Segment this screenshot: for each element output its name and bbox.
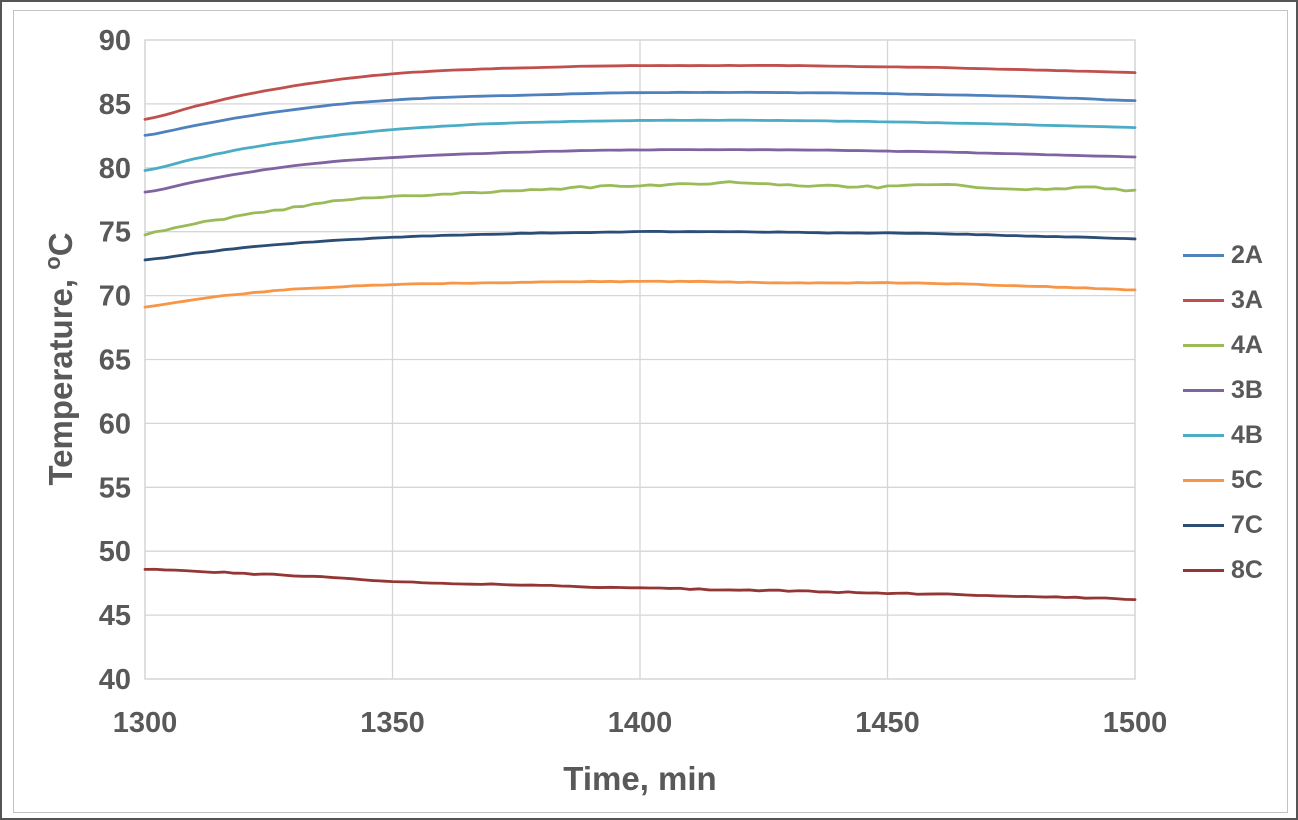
legend-label: 4B: [1231, 421, 1263, 449]
y-tick-label: 50: [99, 536, 131, 568]
legend: 2A 3A 4A 3B 4B 5C 7C 8C: [1183, 243, 1263, 583]
legend-line-swatch: [1183, 479, 1224, 482]
legend-item-3A: 3A: [1183, 288, 1263, 313]
series-line-8C: [143, 567, 1137, 602]
y-tick-label: 45: [99, 600, 131, 632]
legend-line-swatch: [1183, 299, 1224, 302]
series-line-7C: [143, 230, 1137, 262]
series-line-3A: [143, 64, 1137, 121]
x-tick-label: 1400: [608, 707, 673, 739]
y-tick-label: 75: [99, 217, 131, 249]
y-tick-label: 60: [99, 408, 131, 440]
x-tick-label: 1300: [113, 707, 178, 739]
legend-line-swatch: [1183, 389, 1224, 392]
legend-item-4A: 4A: [1183, 333, 1263, 358]
x-tick-label: 1450: [855, 707, 920, 739]
series-line-4A: [143, 180, 1137, 237]
series-line-4B: [143, 118, 1137, 172]
y-axis-title: Temperature, oC: [40, 232, 79, 486]
legend-item-7C: 7C: [1183, 513, 1263, 538]
y-tick-label: 85: [99, 89, 131, 121]
x-tick-label: 1500: [1103, 707, 1168, 739]
x-axis-title: Time, min: [563, 760, 717, 797]
legend-item-8C: 8C: [1183, 558, 1263, 583]
legend-label: 5C: [1231, 466, 1263, 494]
degree-symbol: o: [40, 256, 65, 270]
legend-line-swatch: [1183, 569, 1224, 572]
legend-line-swatch: [1183, 344, 1224, 347]
legend-label: 4A: [1231, 331, 1263, 359]
x-tick-label: 1350: [360, 707, 425, 739]
y-tick-label: 55: [99, 472, 131, 504]
y-tick-label: 70: [99, 281, 131, 313]
legend-item-4B: 4B: [1183, 423, 1263, 448]
y-tick-label: 90: [99, 25, 131, 57]
legend-line-swatch: [1183, 254, 1224, 257]
legend-label: 3B: [1231, 376, 1263, 404]
legend-line-swatch: [1183, 434, 1224, 437]
legend-label: 7C: [1231, 511, 1263, 539]
legend-label: 8C: [1231, 556, 1263, 584]
series-line-5C: [143, 279, 1137, 309]
y-tick-label: 40: [99, 664, 131, 696]
legend-line-swatch: [1183, 524, 1224, 527]
legend-item-3B: 3B: [1183, 378, 1263, 403]
plot-border: [144, 39, 1136, 680]
legend-label: 2A: [1231, 241, 1263, 269]
series-line-2A: [143, 90, 1137, 137]
legend-label: 3A: [1231, 286, 1263, 314]
y-tick-label: 65: [99, 345, 131, 377]
legend-item-2A: 2A: [1183, 243, 1263, 268]
y-tick-label: 80: [99, 153, 131, 185]
legend-item-5C: 5C: [1183, 468, 1263, 493]
series-line-3B: [143, 148, 1137, 194]
